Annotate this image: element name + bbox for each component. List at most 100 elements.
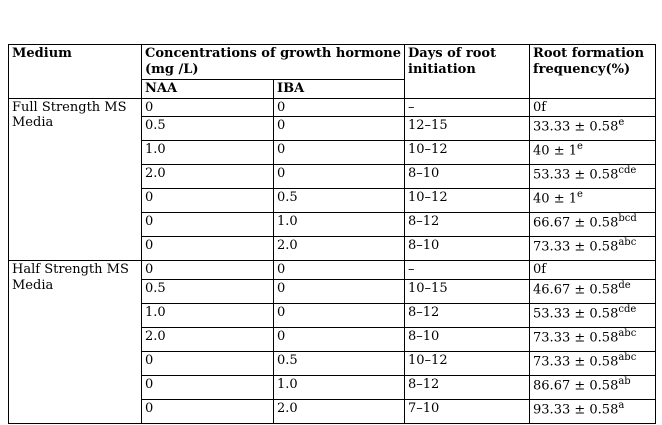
significance-superscript: cde — [618, 304, 637, 316]
naa-concentration-cell: 0 — [141, 212, 274, 238]
iba-concentration-cell: 0 — [272, 260, 406, 281]
table-row: 0 1.0 8–12 86.67 ± 0.58ab — [9, 375, 657, 401]
table-row: Half Strength MS Media 0 0 – 0f — [8, 260, 657, 425]
significance-superscript: abc — [618, 237, 637, 249]
days-of-root-initiation-cell: 12–15 — [404, 116, 531, 142]
days-of-root-initiation-cell: 10–12 — [404, 351, 531, 377]
root-formation-frequency-cell: 0f — [529, 97, 657, 118]
significance-superscript: bcd — [618, 213, 637, 225]
root-formation-table: Medium Concentrations of growth hormone … — [8, 44, 657, 425]
iba-concentration-cell: 0 — [272, 97, 406, 118]
naa-concentration-cell: 2.0 — [141, 327, 274, 353]
root-formation-frequency-cell: 53.33 ± 0.58cde — [529, 164, 657, 190]
significance-superscript: cde — [618, 165, 637, 177]
days-of-root-initiation-cell: 8–10 — [404, 327, 531, 353]
significance-superscript: ab — [618, 376, 631, 388]
iba-concentration-cell: 1.0 — [272, 375, 406, 401]
naa-concentration-cell: 0.5 — [141, 116, 274, 142]
root-formation-frequency-cell: 73.33 ± 0.58abc — [529, 327, 657, 353]
significance-superscript: e — [577, 141, 583, 153]
iba-concentration-cell: 2.0 — [272, 236, 406, 262]
significance-superscript: de — [618, 280, 631, 292]
significance-superscript: abc — [618, 352, 637, 364]
root-formation-frequency-cell: 86.67 ± 0.58ab — [529, 375, 657, 401]
frequency-value: 86.67 ± 0.58 — [533, 378, 619, 394]
root-formation-frequency-cell: 53.33 ± 0.58cde — [529, 303, 657, 329]
medium-cell: Half Strength MS Media — [8, 260, 142, 425]
naa-concentration-cell: 2.0 — [141, 164, 274, 190]
column-header-root-formation-frequency: Root formation frequency(%) — [529, 44, 657, 99]
naa-concentration-cell: 0 — [141, 260, 274, 281]
table-header: Medium Concentrations of growth hormone … — [8, 44, 657, 99]
table-row: 2.0 0 8–10 53.33 ± 0.58cde — [9, 164, 657, 190]
root-formation-frequency-cell: 40 ± 1e — [529, 140, 657, 166]
days-of-root-initiation-cell: 10–12 — [404, 188, 531, 214]
root-formation-frequency-cell: 73.33 ± 0.58abc — [529, 351, 657, 377]
naa-concentration-cell: 0.5 — [141, 279, 274, 305]
table-row: 0.5 0 10–15 46.67 ± 0.58de — [9, 279, 657, 305]
table-row: 0 1.0 8–12 66.67 ± 0.58bcd — [9, 212, 657, 238]
frequency-value: 93.33 ± 0.58 — [533, 402, 619, 418]
frequency-value: 40 ± 1 — [533, 143, 577, 159]
days-of-root-initiation-cell: 8–10 — [404, 236, 531, 262]
days-of-root-initiation-cell: – — [404, 97, 531, 118]
frequency-value: 46.67 ± 0.58 — [533, 282, 619, 298]
days-of-root-initiation-cell: 8–12 — [404, 212, 531, 238]
iba-concentration-cell: 1.0 — [272, 212, 406, 238]
table-body: Full Strength MS Media 0 0 – 0f 0.5 0 12–… — [8, 97, 657, 425]
naa-concentration-cell: 1.0 — [141, 140, 274, 166]
days-of-root-initiation-cell: 7–10 — [404, 399, 531, 425]
column-header-days-of-root-initiation: Days of root initiation — [404, 44, 531, 99]
iba-concentration-cell: 0 — [272, 279, 406, 305]
frequency-value: 73.33 ± 0.58 — [533, 354, 619, 370]
root-formation-frequency-cell: 0f — [529, 260, 657, 281]
column-header-naa: NAA — [141, 78, 274, 99]
frequency-value: 53.33 ± 0.58 — [533, 306, 619, 322]
table-row: 0 0.5 10–12 73.33 ± 0.58abc — [9, 351, 657, 377]
column-header-iba: IBA — [272, 78, 406, 99]
column-header-concentrations: Concentrations of growth hormone (mg /L) — [140, 44, 406, 80]
days-of-root-initiation-cell: 8–12 — [404, 375, 531, 401]
naa-concentration-cell: 0 — [141, 399, 274, 425]
table-row: 0 2.0 7–10 93.33 ± 0.58a — [9, 399, 657, 425]
table-row: 1.0 0 8–12 53.33 ± 0.58cde — [9, 303, 657, 329]
iba-concentration-cell: 0.5 — [272, 351, 406, 377]
root-formation-frequency-cell: 73.33 ± 0.58abc — [529, 236, 657, 262]
naa-concentration-cell: 0 — [141, 188, 274, 214]
iba-concentration-cell: 0 — [272, 303, 406, 329]
iba-concentration-cell: 0 — [272, 327, 406, 353]
frequency-value: 40 ± 1 — [533, 191, 577, 207]
naa-concentration-cell: 1.0 — [141, 303, 274, 329]
significance-superscript: e — [577, 189, 583, 201]
significance-superscript: e — [618, 117, 625, 129]
table-row: 0 0.5 10–12 40 ± 1e — [9, 188, 657, 214]
days-of-root-initiation-cell: 8–10 — [404, 164, 531, 190]
frequency-value: 73.33 ± 0.58 — [533, 239, 619, 255]
days-of-root-initiation-cell: 10–12 — [404, 140, 531, 166]
frequency-value: 0f — [533, 262, 547, 278]
frequency-value: 33.33 ± 0.58 — [533, 119, 619, 135]
iba-concentration-cell: 0 — [272, 116, 406, 142]
iba-concentration-cell: 0.5 — [272, 188, 406, 214]
table-row: Full Strength MS Media 0 0 – 0f — [8, 97, 657, 262]
medium-cell: Full Strength MS Media — [8, 97, 142, 262]
days-of-root-initiation-cell: 10–15 — [404, 279, 531, 305]
iba-concentration-cell: 0 — [272, 164, 406, 190]
table-row: 0 2.0 8–10 73.33 ± 0.58abc — [9, 236, 657, 262]
root-formation-frequency-cell: 66.67 ± 0.58bcd — [529, 212, 657, 238]
frequency-value: 0f — [533, 99, 547, 115]
days-of-root-initiation-cell: – — [404, 260, 531, 281]
naa-concentration-cell: 0 — [141, 375, 274, 401]
naa-concentration-cell: 0 — [141, 97, 274, 118]
root-formation-frequency-cell: 40 ± 1e — [529, 188, 657, 214]
iba-concentration-cell: 0 — [272, 140, 406, 166]
iba-concentration-cell: 2.0 — [272, 399, 406, 425]
table-row: 1.0 0 10–12 40 ± 1e — [9, 140, 657, 166]
root-formation-frequency-cell: 46.67 ± 0.58de — [529, 279, 657, 305]
significance-superscript: abc — [618, 328, 637, 340]
frequency-value: 53.33 ± 0.58 — [533, 167, 619, 183]
frequency-value: 66.67 ± 0.58 — [533, 215, 619, 231]
column-header-medium: Medium — [8, 44, 142, 99]
root-formation-frequency-cell: 33.33 ± 0.58e — [529, 116, 657, 142]
